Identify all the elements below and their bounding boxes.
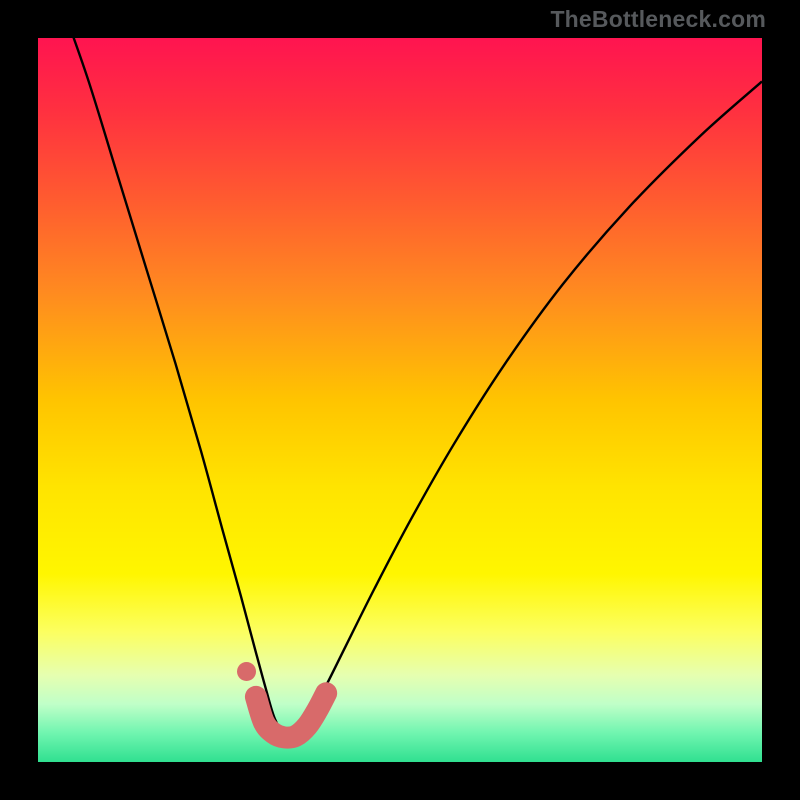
marker-dot: [237, 662, 256, 681]
plot-background: [38, 38, 762, 762]
chart-container: TheBottleneck.com: [0, 0, 800, 800]
chart-svg: [0, 0, 800, 800]
